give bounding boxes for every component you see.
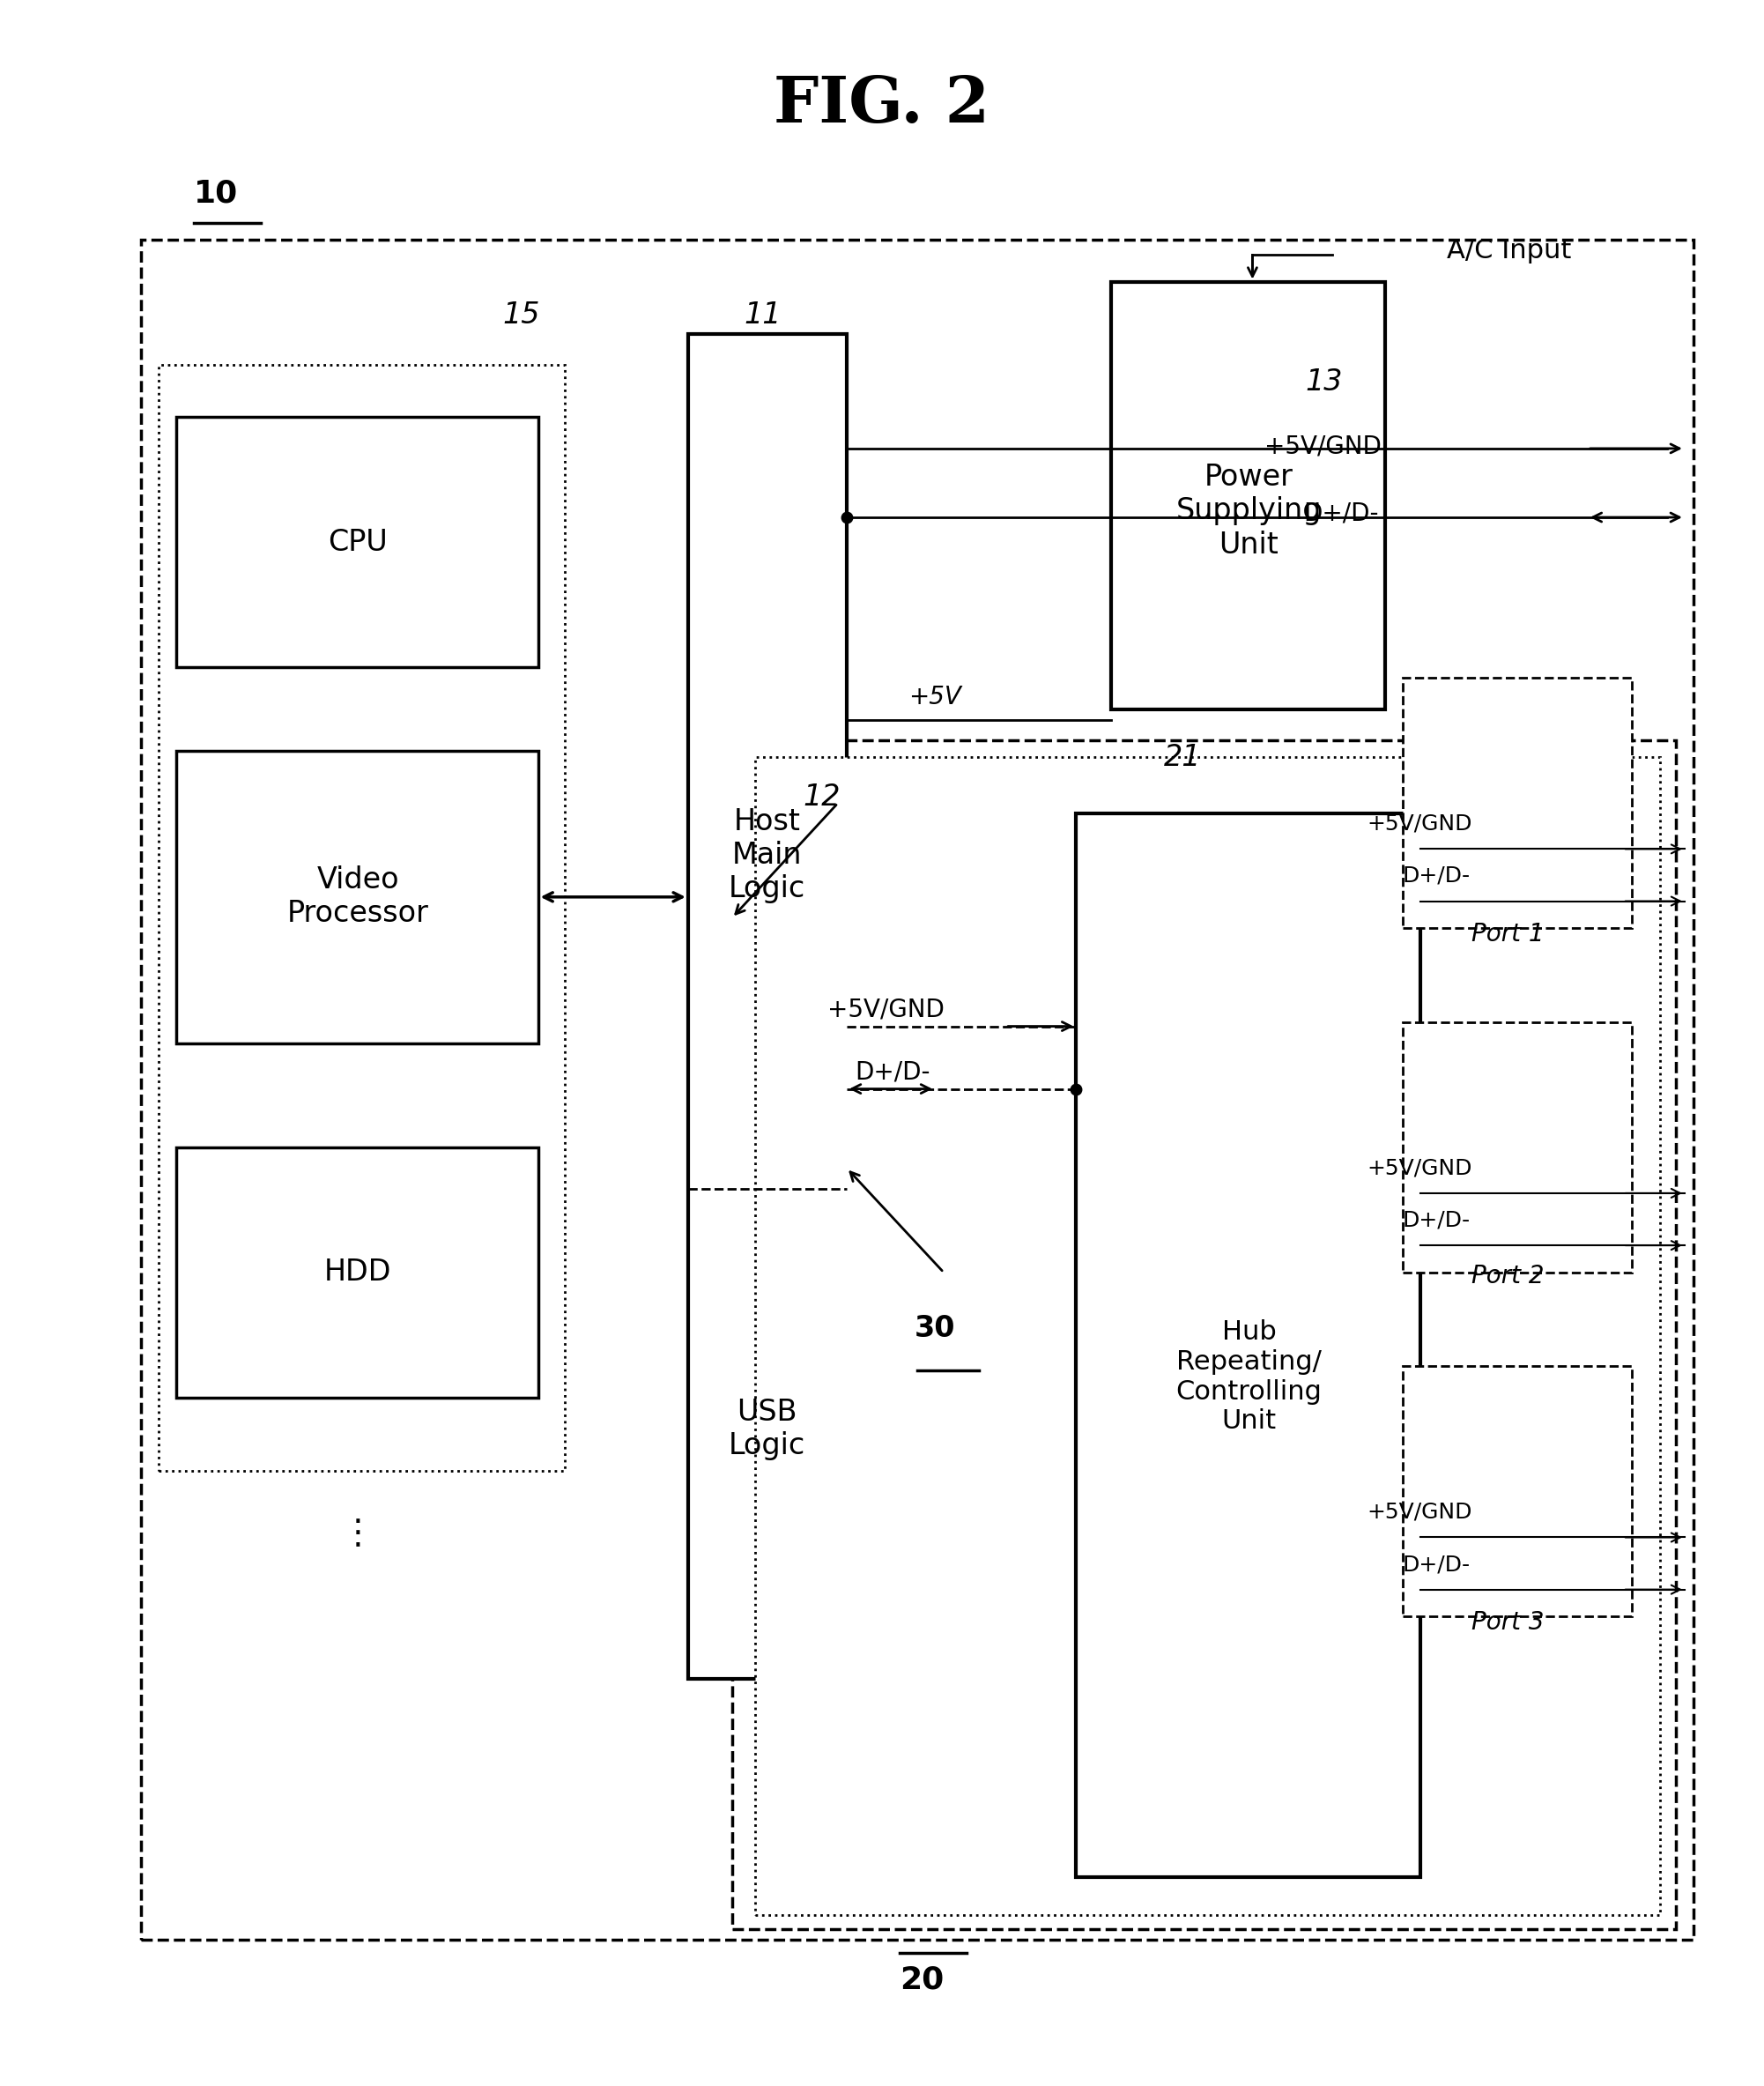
- Text: Port 3: Port 3: [1471, 1610, 1545, 1635]
- Text: Host
Main
Logic: Host Main Logic: [729, 807, 806, 903]
- Text: D+/D-: D+/D-: [1402, 1554, 1469, 1575]
- Text: +5V/GND: +5V/GND: [1265, 434, 1381, 459]
- Text: +5V/GND: +5V/GND: [827, 997, 944, 1022]
- Bar: [755, 757, 1660, 1915]
- Bar: [141, 240, 1693, 1940]
- Bar: [1402, 678, 1632, 928]
- Text: Port 2: Port 2: [1471, 1264, 1545, 1289]
- Text: D+/D-: D+/D-: [856, 1060, 930, 1085]
- Bar: [176, 1147, 538, 1398]
- Text: Video
Processor: Video Processor: [288, 866, 429, 928]
- Text: D+/D-: D+/D-: [1402, 1210, 1469, 1231]
- Text: +5V: +5V: [908, 684, 961, 709]
- Bar: [732, 741, 1676, 1930]
- Text: FIG. 2: FIG. 2: [774, 73, 990, 136]
- Text: 15: 15: [503, 300, 540, 330]
- Text: Hub
Repeating/
Controlling
Unit: Hub Repeating/ Controlling Unit: [1177, 1320, 1321, 1433]
- Text: D+/D-: D+/D-: [1402, 866, 1469, 887]
- Text: CPU: CPU: [328, 528, 388, 557]
- Text: +5V/GND: +5V/GND: [1367, 1158, 1473, 1179]
- Text: 11: 11: [744, 300, 781, 330]
- Text: 10: 10: [194, 179, 238, 209]
- Text: D+/D-: D+/D-: [1304, 501, 1378, 526]
- Bar: [1402, 1366, 1632, 1617]
- Text: +5V/GND: +5V/GND: [1367, 1502, 1473, 1523]
- Bar: [1076, 814, 1420, 1877]
- Bar: [159, 365, 564, 1471]
- Text: A/C Input: A/C Input: [1446, 238, 1572, 263]
- Text: 12: 12: [803, 782, 840, 811]
- Text: 30: 30: [914, 1314, 956, 1343]
- Text: 20: 20: [900, 1965, 944, 1994]
- Text: Power
Supplying
Unit: Power Supplying Unit: [1177, 463, 1321, 559]
- Text: ⋮: ⋮: [340, 1517, 376, 1550]
- Bar: [1402, 1022, 1632, 1272]
- Text: 13: 13: [1305, 367, 1342, 396]
- Bar: [1111, 282, 1385, 709]
- Bar: [688, 334, 847, 1679]
- Text: HDD: HDD: [325, 1258, 392, 1287]
- Bar: [176, 751, 538, 1043]
- Text: 21: 21: [1164, 743, 1201, 772]
- Text: Port 1: Port 1: [1471, 922, 1545, 947]
- Bar: [176, 417, 538, 668]
- Text: USB
Logic: USB Logic: [729, 1398, 806, 1460]
- Text: +5V/GND: +5V/GND: [1367, 814, 1473, 834]
